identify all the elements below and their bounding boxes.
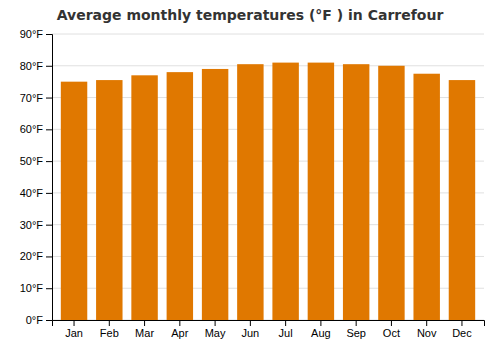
tick-label: 80°F bbox=[20, 60, 44, 72]
bar bbox=[378, 66, 404, 320]
title: Average monthly temperatures (°F ) in Ca… bbox=[57, 7, 444, 23]
tick-mark bbox=[46, 288, 52, 289]
tick-label: 90°F bbox=[20, 28, 44, 40]
tick-label: Apr bbox=[171, 327, 188, 339]
tick-mark bbox=[46, 66, 52, 67]
grid-line bbox=[52, 65, 484, 66]
tick-mark bbox=[461, 320, 462, 326]
plot: Jan Feb Mar Apr May Jun Jul Aug Sep Oct Nov Dec 0°F 1… bbox=[20, 28, 485, 339]
tick-mark bbox=[46, 98, 52, 99]
tick: 30°F bbox=[20, 219, 52, 231]
tick-label: 40°F bbox=[20, 187, 44, 199]
bar bbox=[131, 75, 157, 320]
tick-mark bbox=[46, 225, 52, 226]
chart: Jan Feb Mar Apr May Jun Jul Aug Sep Oct Nov Dec 0°F 1… bbox=[0, 0, 500, 350]
bar bbox=[167, 72, 193, 320]
tick-mark bbox=[215, 320, 216, 326]
tick: Sep bbox=[346, 320, 366, 339]
tick-mark bbox=[179, 320, 180, 326]
tick: 20°F bbox=[20, 250, 52, 262]
grid-line bbox=[52, 34, 484, 35]
bar bbox=[96, 80, 122, 320]
tick-mark bbox=[356, 320, 357, 326]
tick-label: Feb bbox=[100, 327, 119, 339]
tick-label: 70°F bbox=[20, 92, 44, 104]
y-axis: 0°F 10°F 20°F 30°F 40°F 50°F 60°F 70°F 80°F 90°F bbox=[20, 28, 53, 326]
tick: Jan bbox=[65, 320, 83, 339]
tick-label: 30°F bbox=[20, 219, 44, 231]
marks bbox=[61, 63, 475, 320]
tick: 0°F bbox=[26, 314, 52, 326]
tick-mark bbox=[285, 320, 286, 326]
tick-label: Aug bbox=[311, 327, 331, 339]
tick: Jun bbox=[241, 320, 259, 339]
tick: Oct bbox=[383, 320, 400, 339]
bar bbox=[308, 63, 334, 320]
tick-label: 50°F bbox=[20, 155, 44, 167]
tick: Apr bbox=[171, 320, 188, 339]
x-axis: Jan Feb Mar Apr May Jun Jul Aug Sep Oct Nov Dec bbox=[53, 320, 485, 339]
tick-label: 20°F bbox=[20, 250, 44, 262]
tick-mark bbox=[46, 193, 52, 194]
tick: 10°F bbox=[20, 282, 52, 294]
grid bbox=[52, 34, 484, 320]
tick: Dec bbox=[452, 320, 472, 339]
tick-mark bbox=[391, 320, 392, 326]
tick-mark bbox=[109, 320, 110, 326]
tick: Aug bbox=[311, 320, 331, 339]
bar bbox=[449, 80, 475, 320]
tick: Jul bbox=[279, 320, 293, 339]
axis-line bbox=[46, 35, 53, 321]
bar bbox=[61, 82, 87, 320]
tick: 70°F bbox=[20, 92, 52, 104]
tick: 40°F bbox=[20, 187, 52, 199]
tick-mark bbox=[46, 256, 52, 257]
tick-mark bbox=[320, 320, 321, 326]
tick-mark bbox=[74, 320, 75, 326]
tick-label: 60°F bbox=[20, 123, 44, 135]
tick-mark bbox=[144, 320, 145, 326]
tick: 50°F bbox=[20, 155, 52, 167]
tick-label: Jul bbox=[279, 327, 293, 339]
tick-label: 0°F bbox=[26, 314, 44, 326]
tick-label: Nov bbox=[417, 327, 437, 339]
bar bbox=[202, 69, 228, 320]
tick: 90°F bbox=[20, 28, 52, 40]
tick: Nov bbox=[417, 320, 437, 339]
bar bbox=[343, 64, 369, 320]
tick-label: Oct bbox=[383, 327, 400, 339]
tick: 80°F bbox=[20, 60, 52, 72]
bar bbox=[272, 63, 298, 320]
tick-label: Mar bbox=[135, 327, 154, 339]
tick: 60°F bbox=[20, 123, 52, 135]
tick-label: Jan bbox=[65, 327, 83, 339]
tick-mark bbox=[46, 34, 52, 35]
tick-label: 10°F bbox=[20, 282, 44, 294]
bar bbox=[237, 64, 263, 320]
tick-label: Dec bbox=[452, 327, 472, 339]
tick-mark bbox=[250, 320, 251, 326]
tick: Mar bbox=[135, 320, 154, 339]
bar bbox=[413, 74, 439, 320]
tick-label: May bbox=[205, 327, 226, 339]
tick-mark bbox=[426, 320, 427, 326]
tick-label: Sep bbox=[346, 327, 366, 339]
axis-line bbox=[53, 321, 485, 327]
tick-mark bbox=[46, 129, 52, 130]
tick-mark bbox=[46, 161, 52, 162]
tick-label: Jun bbox=[241, 327, 259, 339]
tick: May bbox=[205, 320, 226, 339]
tick: Feb bbox=[100, 320, 119, 339]
tick-mark bbox=[46, 320, 52, 321]
